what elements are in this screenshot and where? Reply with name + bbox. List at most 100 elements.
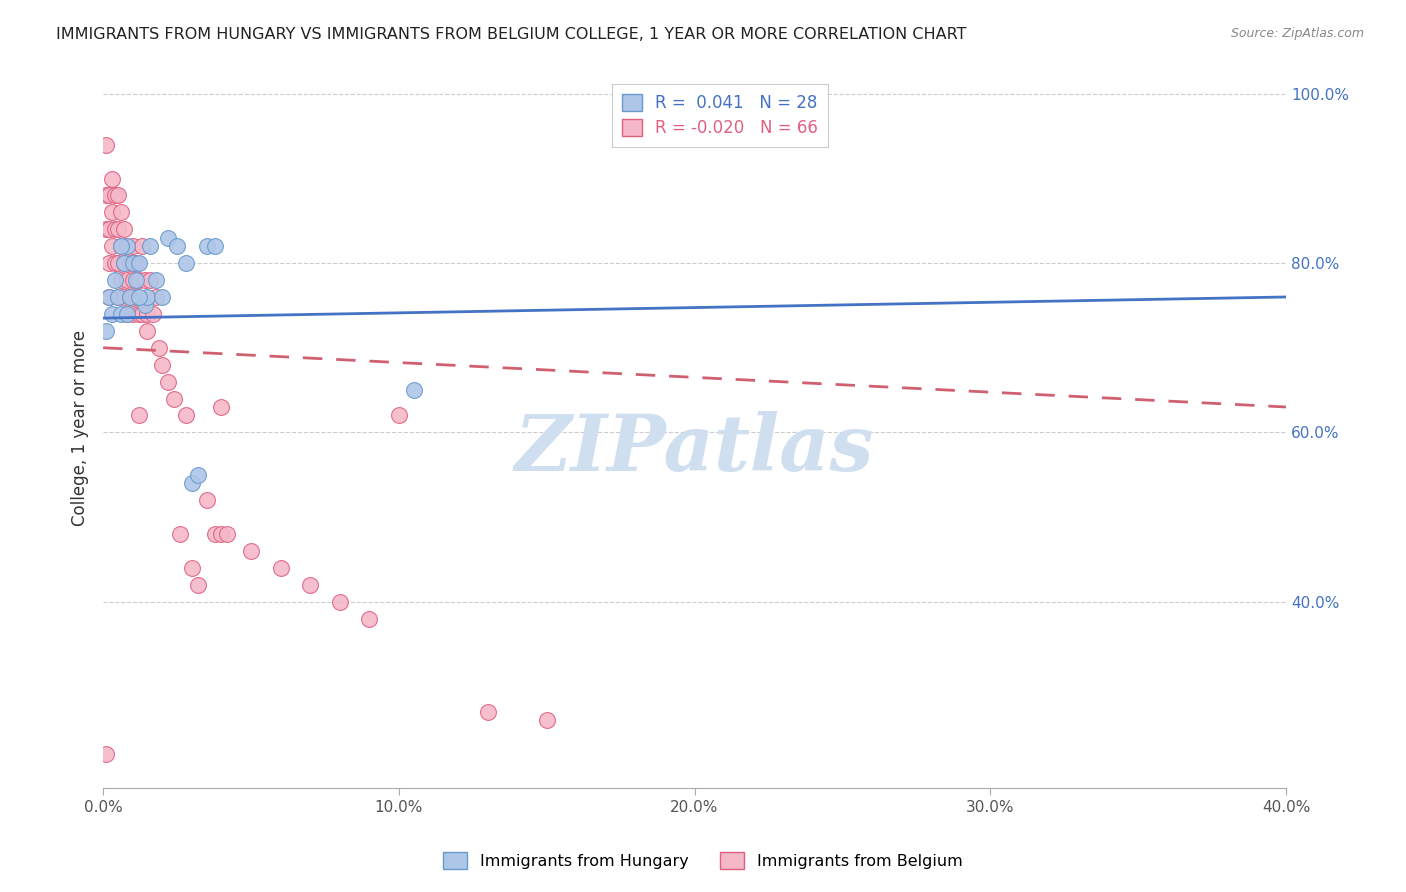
- Point: [388, 409, 411, 423]
- Point: [128, 273, 150, 287]
- Point: [110, 239, 132, 253]
- Point: [107, 256, 129, 270]
- Point: [145, 290, 167, 304]
- Point: [104, 256, 127, 270]
- Point: [101, 239, 124, 253]
- Point: [240, 544, 263, 558]
- Point: [110, 239, 132, 253]
- Point: [128, 290, 150, 304]
- Point: [270, 560, 292, 574]
- Point: [121, 256, 143, 270]
- Point: [402, 383, 425, 397]
- Point: [209, 527, 232, 541]
- Point: [115, 307, 138, 321]
- Point: [104, 273, 127, 287]
- Legend: R =  0.041   N = 28, R = -0.020   N = 66: R = 0.041 N = 28, R = -0.020 N = 66: [612, 84, 828, 147]
- Point: [101, 307, 124, 321]
- Point: [112, 256, 135, 270]
- Point: [98, 290, 121, 304]
- Point: [118, 290, 141, 304]
- Point: [217, 527, 239, 541]
- Point: [169, 527, 191, 541]
- Point: [204, 527, 226, 541]
- Point: [187, 577, 209, 591]
- Point: [139, 273, 162, 287]
- Point: [115, 239, 138, 253]
- Point: [94, 137, 117, 152]
- Point: [150, 290, 173, 304]
- Point: [150, 358, 173, 372]
- Point: [359, 611, 381, 625]
- Point: [299, 577, 322, 591]
- Legend: Immigrants from Hungary, Immigrants from Belgium: Immigrants from Hungary, Immigrants from…: [437, 846, 969, 875]
- Point: [157, 375, 180, 389]
- Y-axis label: College, 1 year or more: College, 1 year or more: [72, 330, 89, 526]
- Point: [142, 307, 165, 321]
- Point: [121, 307, 143, 321]
- Point: [112, 256, 135, 270]
- Point: [195, 493, 218, 508]
- Point: [204, 239, 226, 253]
- Point: [180, 560, 202, 574]
- Point: [94, 747, 117, 761]
- Point: [209, 400, 232, 414]
- Point: [136, 290, 159, 304]
- Point: [124, 290, 146, 304]
- Point: [101, 205, 124, 219]
- Point: [121, 273, 143, 287]
- Point: [174, 256, 197, 270]
- Point: [136, 307, 159, 321]
- Point: [94, 222, 117, 236]
- Point: [121, 239, 143, 253]
- Point: [124, 256, 146, 270]
- Text: Source: ZipAtlas.com: Source: ZipAtlas.com: [1230, 27, 1364, 40]
- Point: [128, 409, 150, 423]
- Point: [118, 256, 141, 270]
- Point: [118, 290, 141, 304]
- Point: [98, 188, 121, 202]
- Point: [110, 307, 132, 321]
- Point: [128, 307, 150, 321]
- Point: [136, 324, 159, 338]
- Point: [163, 392, 186, 406]
- Point: [195, 239, 218, 253]
- Point: [134, 298, 156, 312]
- Point: [98, 290, 121, 304]
- Point: [131, 239, 153, 253]
- Point: [107, 188, 129, 202]
- Point: [115, 239, 138, 253]
- Point: [101, 171, 124, 186]
- Point: [107, 290, 129, 304]
- Point: [112, 290, 135, 304]
- Point: [110, 205, 132, 219]
- Point: [157, 231, 180, 245]
- Point: [94, 188, 117, 202]
- Point: [139, 239, 162, 253]
- Point: [131, 307, 153, 321]
- Point: [148, 341, 170, 355]
- Point: [145, 273, 167, 287]
- Point: [166, 239, 188, 253]
- Point: [104, 222, 127, 236]
- Point: [98, 222, 121, 236]
- Point: [110, 273, 132, 287]
- Point: [98, 256, 121, 270]
- Point: [536, 713, 558, 727]
- Point: [174, 409, 197, 423]
- Point: [329, 594, 352, 608]
- Point: [187, 467, 209, 482]
- Point: [94, 324, 117, 338]
- Point: [180, 476, 202, 491]
- Point: [107, 290, 129, 304]
- Text: ZIPatlas: ZIPatlas: [515, 411, 875, 488]
- Point: [134, 273, 156, 287]
- Point: [112, 222, 135, 236]
- Point: [477, 705, 499, 719]
- Point: [115, 273, 138, 287]
- Point: [104, 188, 127, 202]
- Text: IMMIGRANTS FROM HUNGARY VS IMMIGRANTS FROM BELGIUM COLLEGE, 1 YEAR OR MORE CORRE: IMMIGRANTS FROM HUNGARY VS IMMIGRANTS FR…: [56, 27, 967, 42]
- Point: [115, 307, 138, 321]
- Point: [128, 256, 150, 270]
- Point: [124, 273, 146, 287]
- Point: [107, 222, 129, 236]
